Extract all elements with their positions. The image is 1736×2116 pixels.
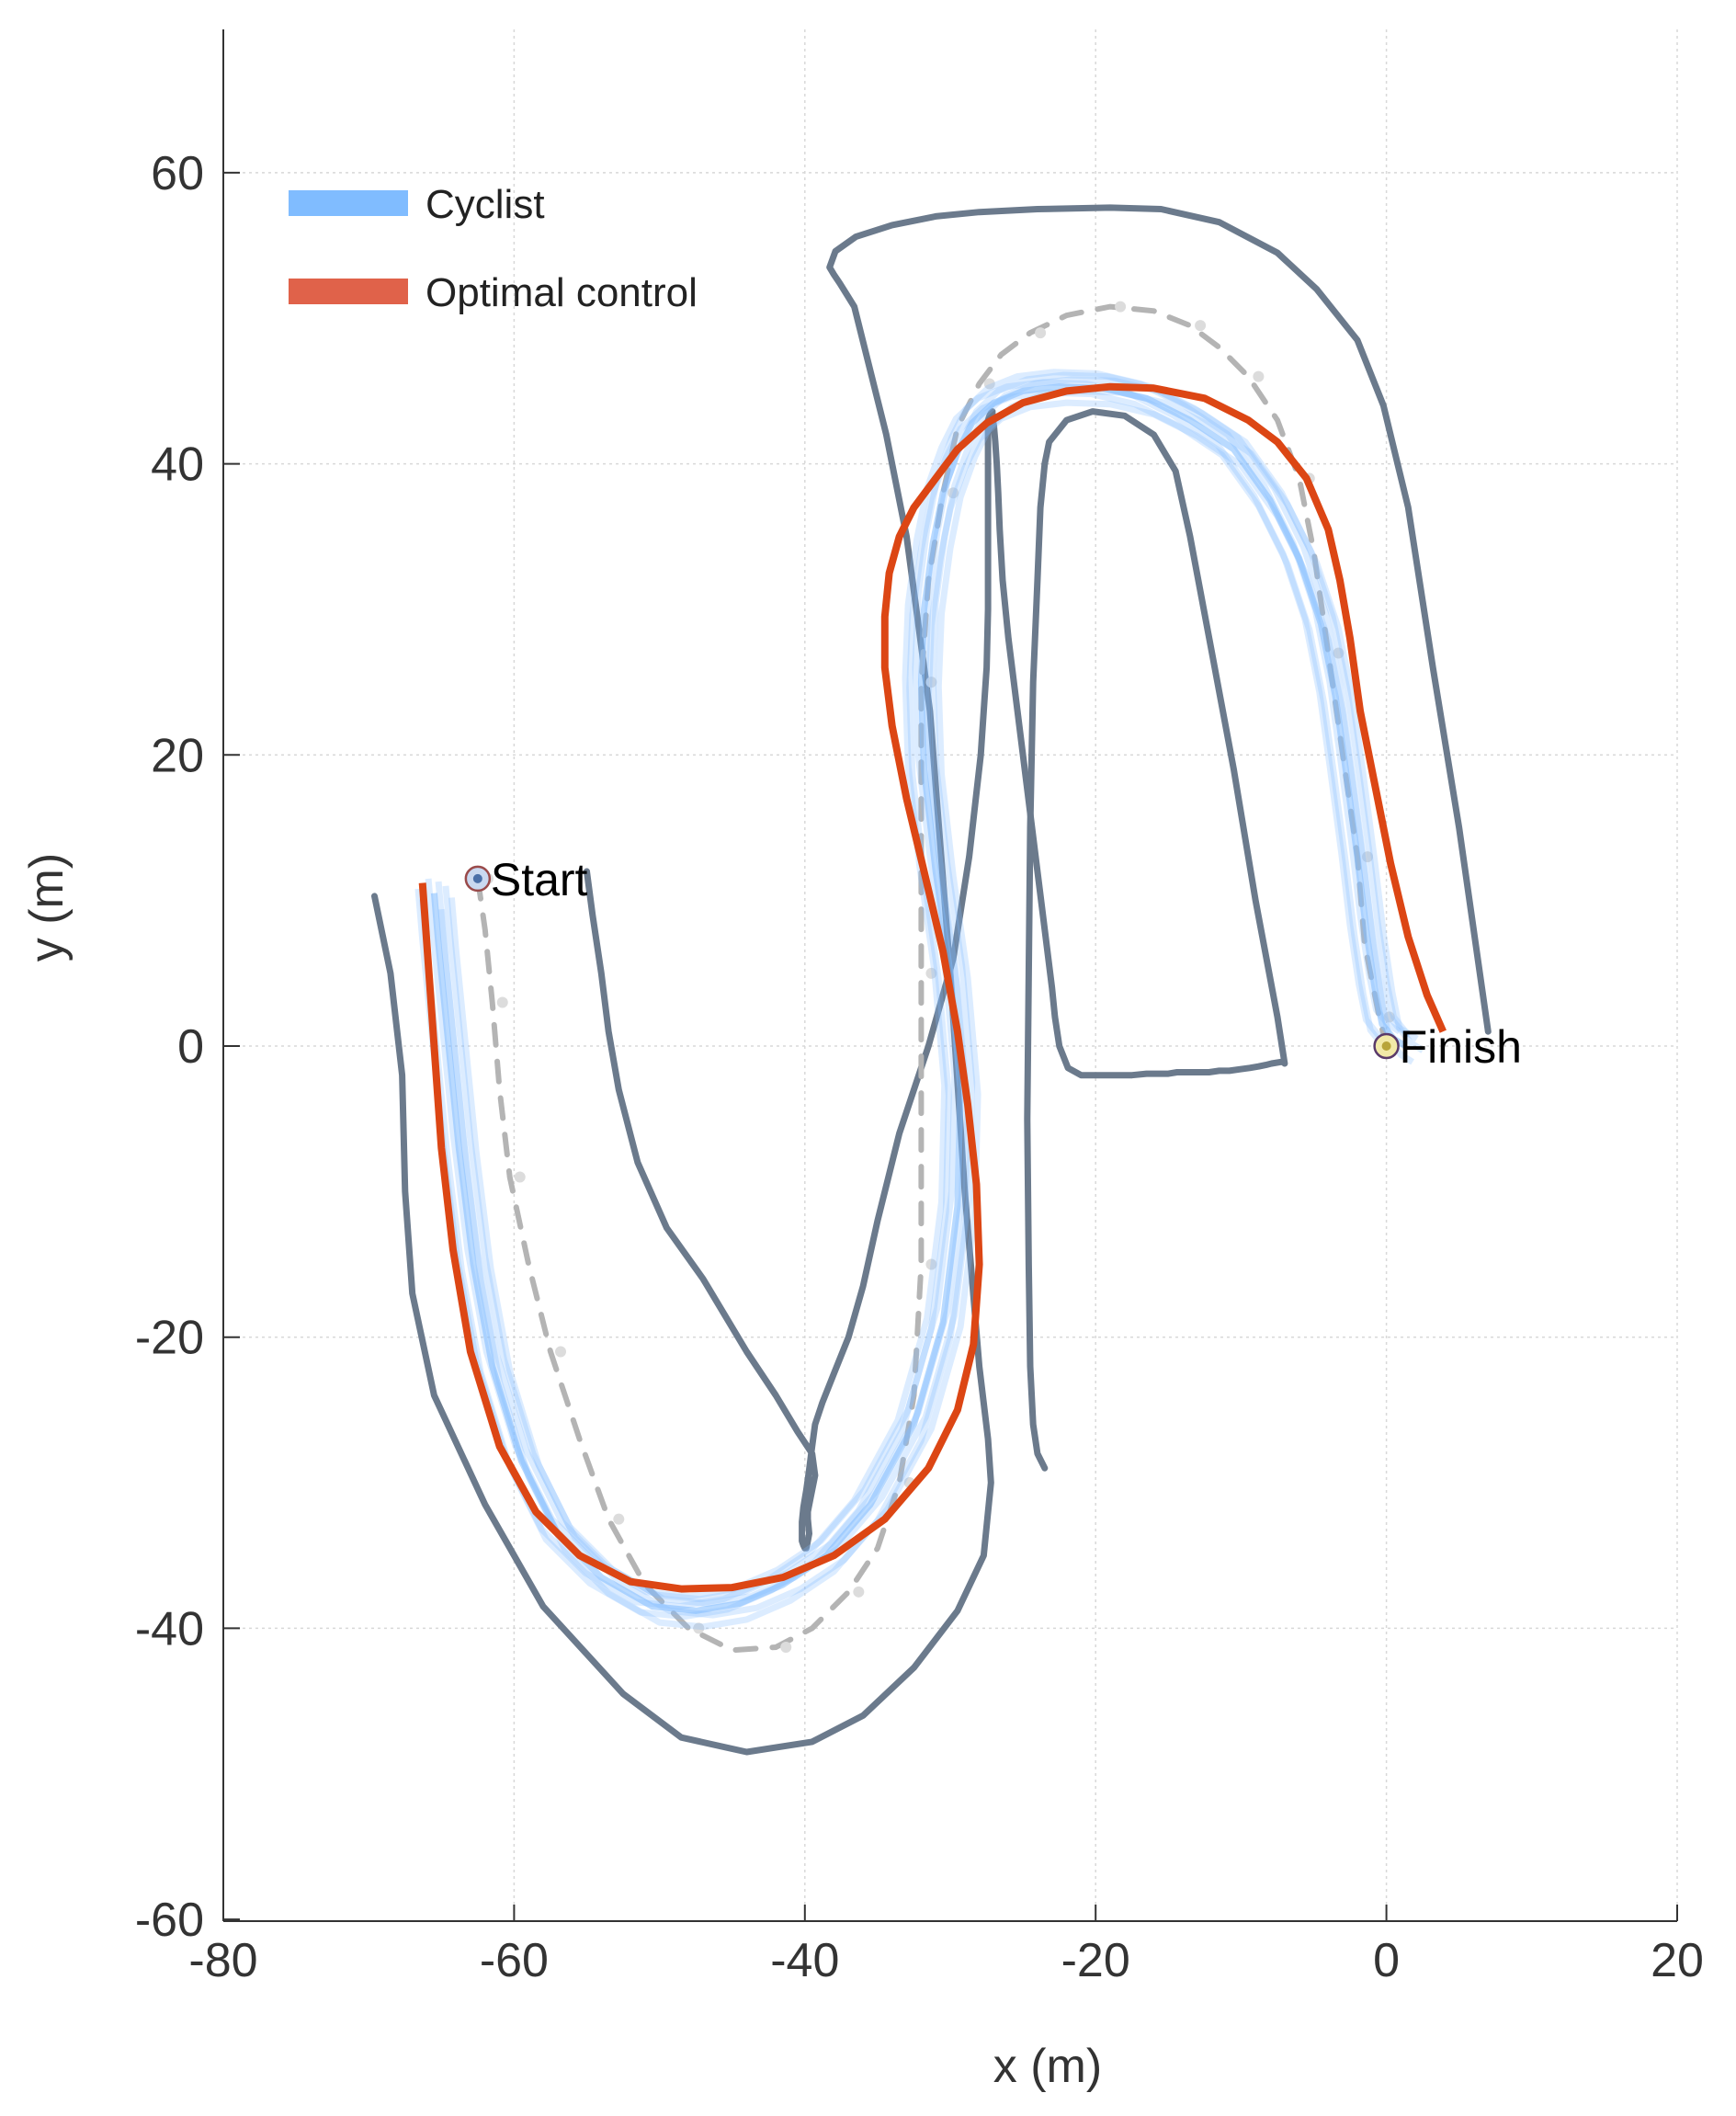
start-marker-dot [472, 873, 482, 883]
series-layer [371, 204, 1492, 1756]
cyclist-trajectory [442, 376, 1419, 1607]
x-tick-labels: -80 -60 -40 -20 0 20 [188, 1934, 1704, 1987]
y-tick-label: -60 [135, 1894, 204, 1947]
centerline-point [613, 1513, 625, 1525]
centerline-point [947, 487, 959, 499]
centerline-point [1115, 301, 1127, 313]
y-tick-label: 60 [151, 147, 204, 200]
cyclist-trajectory [414, 379, 1391, 1610]
centerline-point [1035, 327, 1047, 339]
centerline-point [925, 967, 937, 979]
y-tick-label: -40 [135, 1602, 204, 1655]
centerline-point [514, 1171, 526, 1183]
x-tick-label: -60 [480, 1934, 549, 1987]
y-tick-label: 0 [177, 1020, 204, 1074]
finish-marker-dot [1381, 1041, 1391, 1051]
x-tick-label: -40 [770, 1934, 839, 1987]
x-tick-label: 0 [1373, 1934, 1400, 1987]
x-tick-label: -20 [1061, 1934, 1130, 1987]
centerline-point [925, 1258, 937, 1270]
y-tick-label: 40 [151, 438, 204, 492]
cyclist-trajectory [435, 371, 1412, 1603]
grid [223, 29, 1678, 1921]
centerline-point [1195, 320, 1207, 332]
cyclist-trajectory [419, 389, 1396, 1621]
inner-boundary-left-stem-path [1024, 461, 1049, 1472]
inner-boundary-path [584, 408, 1287, 1552]
centerline-point [925, 677, 937, 688]
inner-boundary-right-path [1041, 408, 1288, 1067]
y-tick-label: 20 [151, 729, 204, 782]
axes [222, 29, 1678, 1922]
centerline-point [496, 996, 508, 1008]
cyclist-trajectory [437, 399, 1414, 1631]
centerline-point [1362, 851, 1374, 863]
x-tick-label: -80 [188, 1934, 257, 1987]
x-axis-label: x (m) [993, 2040, 1102, 2093]
legend-label: Optimal control [425, 270, 698, 315]
centerline-point [693, 1622, 705, 1634]
centerline-point [780, 1641, 792, 1653]
finish-label: Finish [1400, 1021, 1522, 1073]
cyclist-trajectories [414, 369, 1425, 1631]
legend-swatch [289, 190, 408, 216]
centerline-point [555, 1346, 567, 1358]
y-tick-labels: -60 -40 -20 0 20 40 60 [135, 147, 204, 1947]
annotations: Start Finish [464, 854, 1522, 1073]
centerline-point [1253, 370, 1265, 382]
legend-label: Cyclist [425, 182, 545, 227]
centerline-point [853, 1586, 865, 1598]
centerline-point [1333, 647, 1345, 659]
x-tick-label: 20 [1651, 1934, 1704, 1987]
optimal-control-path [418, 382, 1447, 1593]
legend: Cyclist Optimal control [289, 182, 698, 315]
outer-boundary-path [371, 204, 1492, 1756]
cyclist-trajectory [448, 387, 1425, 1619]
y-tick-label: -20 [135, 1312, 204, 1365]
legend-swatch [289, 279, 408, 304]
start-label: Start [491, 854, 588, 905]
centerline-point [983, 378, 995, 390]
centerline-point [1383, 1011, 1395, 1023]
y-axis-label: y (m) [20, 853, 74, 961]
